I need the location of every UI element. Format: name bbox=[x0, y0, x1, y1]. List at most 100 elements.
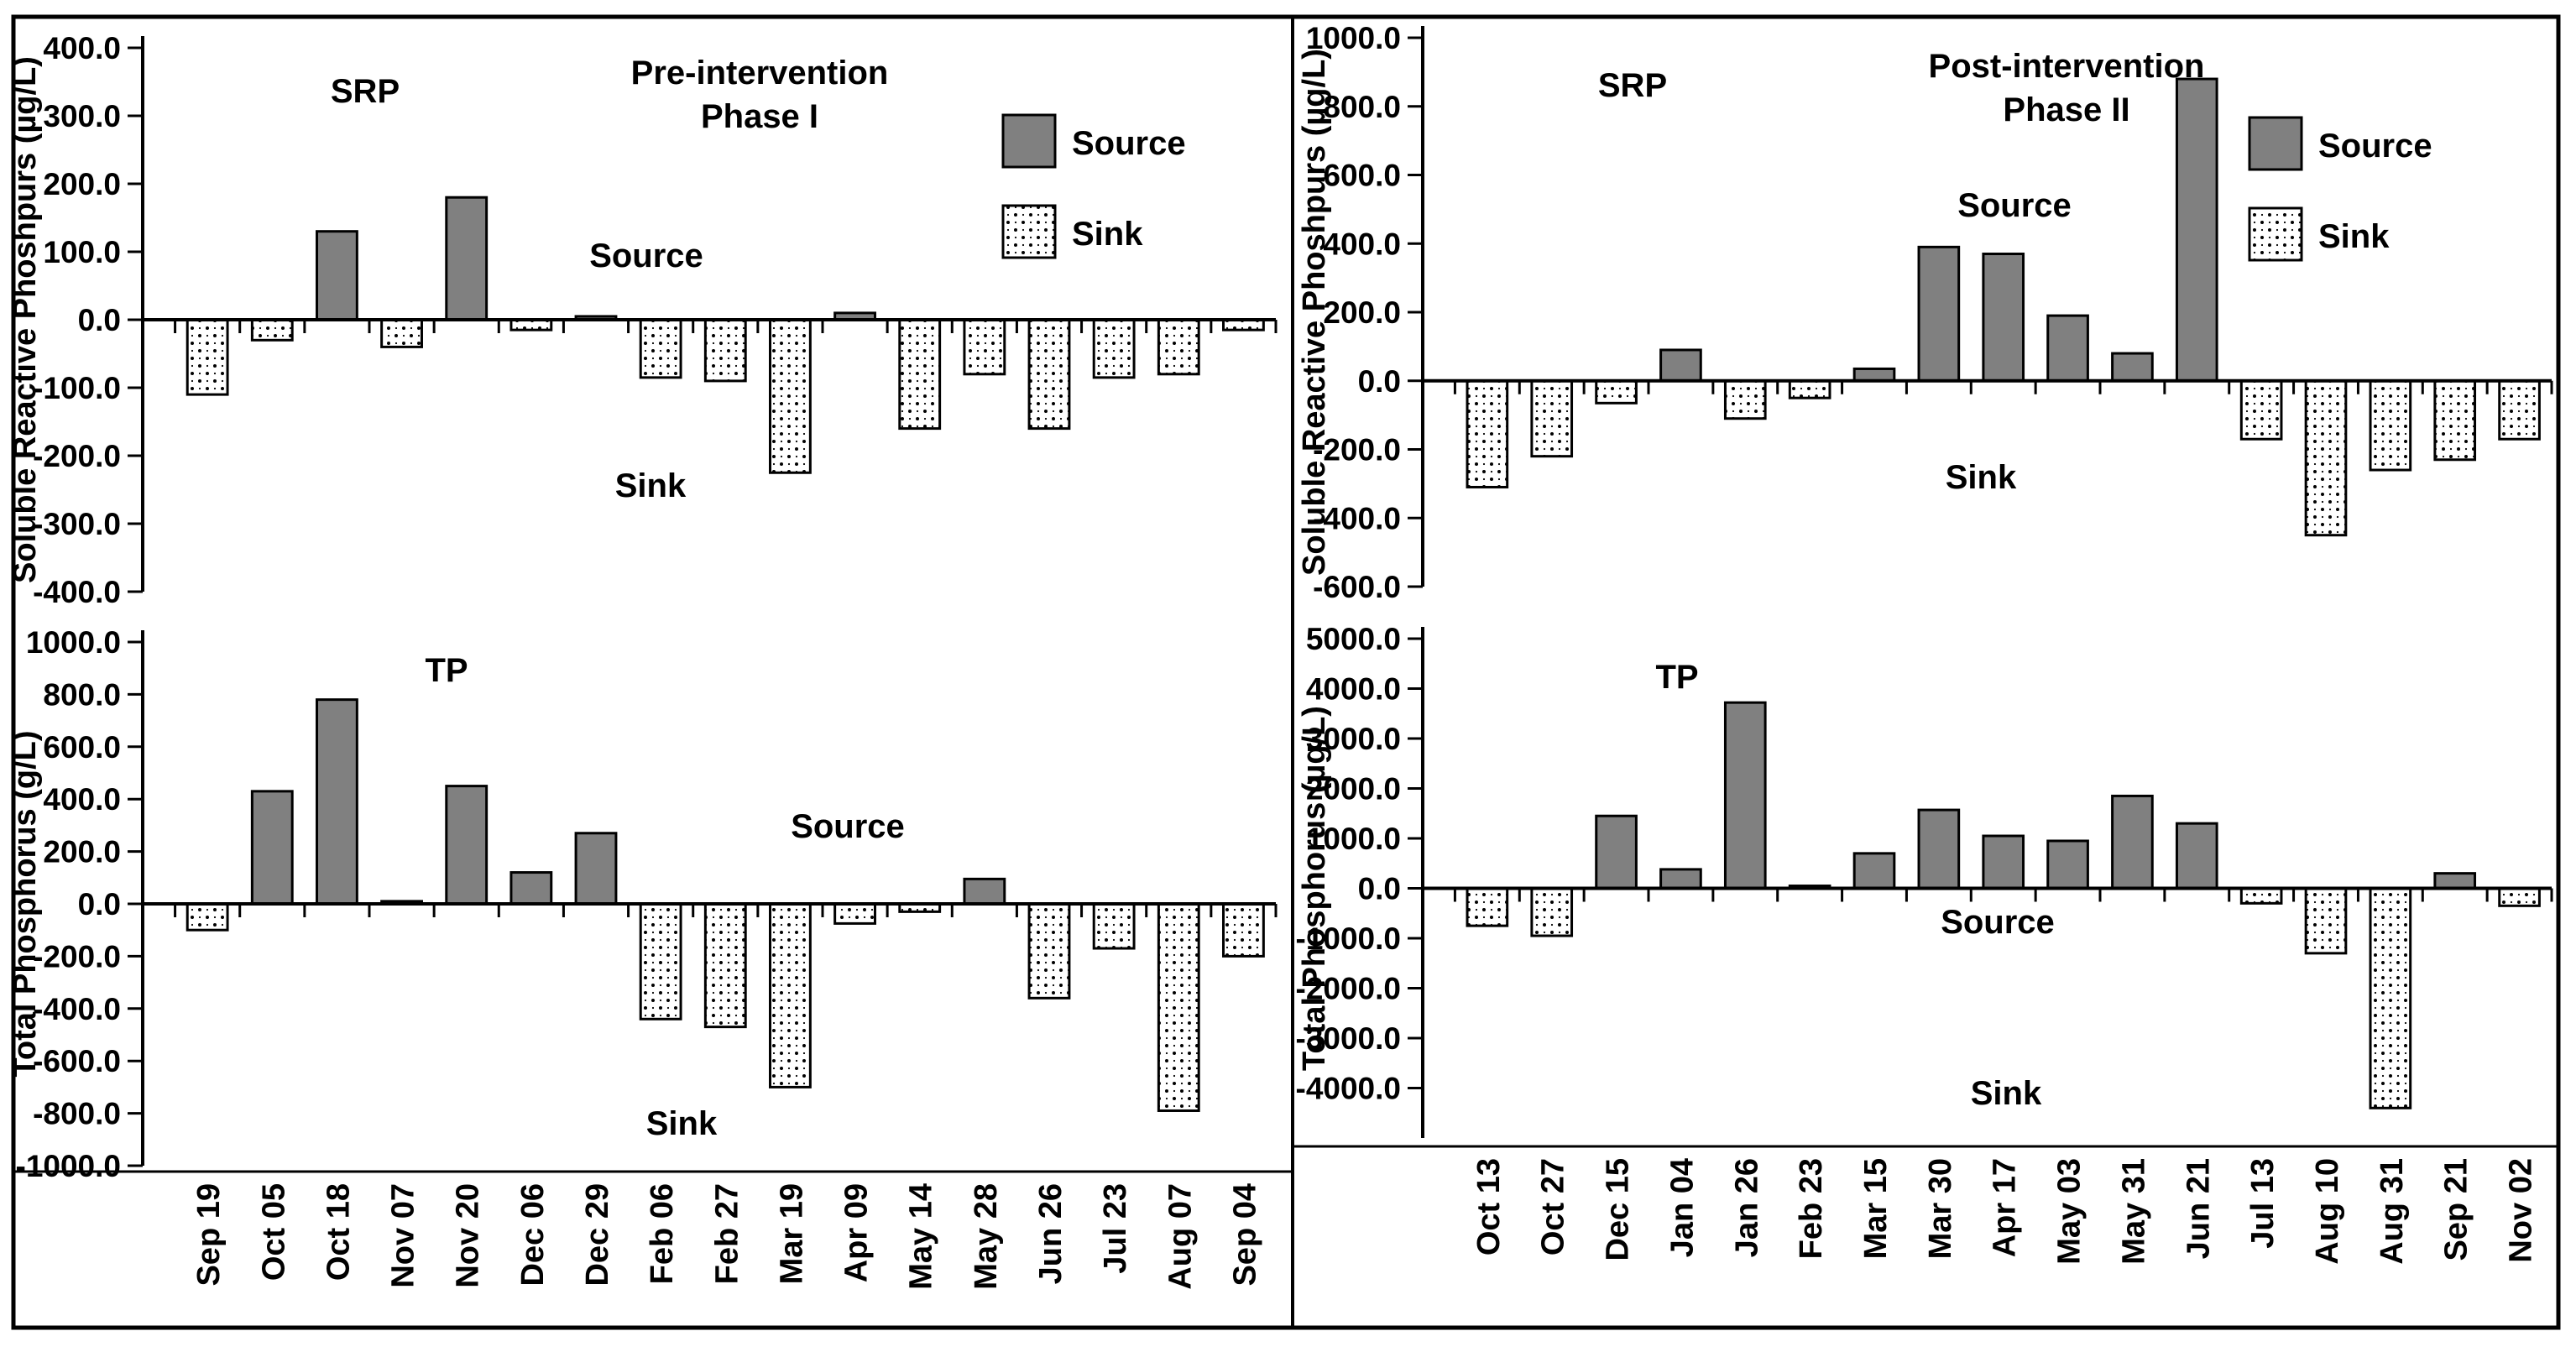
y-tick-label: -1000.0 bbox=[16, 1149, 122, 1183]
bar-sink bbox=[769, 902, 812, 1088]
x-date-label: Sep 19 bbox=[191, 1183, 227, 1287]
legend-sink-label: Sink bbox=[1072, 216, 1143, 253]
x-date-label: Mar 30 bbox=[1923, 1158, 1958, 1259]
legend-sink-label: Sink bbox=[2318, 218, 2390, 255]
bar-sink bbox=[639, 902, 682, 1021]
y-tick-label: -600.0 bbox=[33, 1044, 121, 1078]
y-tick-label: 5000.0 bbox=[1306, 622, 1401, 656]
bar-sink bbox=[185, 318, 229, 396]
x-date-label: Sep 21 bbox=[2439, 1158, 2474, 1261]
panel-bottom-right: 5000.0 4000.0 3000.0 2000.0 1000.0 0.0 -1000.0… bbox=[1296, 622, 2553, 1265]
sink-annotation: Sink bbox=[1946, 459, 2017, 496]
panel-tag: SRP bbox=[1598, 67, 1667, 104]
panel-tag: SRP bbox=[331, 73, 400, 110]
x-date-label: Oct 05 bbox=[256, 1183, 291, 1281]
bar-source bbox=[2111, 794, 2154, 890]
bar-sink bbox=[1157, 902, 1200, 1112]
bar-sink bbox=[250, 318, 294, 342]
x-date-label: Dec 29 bbox=[580, 1183, 615, 1287]
bar-sink bbox=[1092, 902, 1136, 950]
y-tick-label: 1000.0 bbox=[1306, 822, 1401, 856]
bar-source bbox=[1917, 808, 1961, 890]
y-tick-label: 200.0 bbox=[1323, 295, 1401, 330]
y-axis-title: Total Phosphorus (µg/L) bbox=[1297, 706, 1332, 1071]
legend-source-swatch bbox=[1001, 113, 1057, 169]
panel-top-right: 1000.0 800.0 600.0 400.0 200.0 0.0 -200.0 -400.… bbox=[1297, 21, 2553, 604]
legend-source-label: Source bbox=[2318, 128, 2432, 164]
bar-sink bbox=[1466, 887, 1509, 927]
x-date-label: Oct 18 bbox=[321, 1183, 356, 1281]
bar-sink bbox=[2369, 887, 2412, 1109]
bar-source bbox=[2175, 822, 2218, 890]
bar-source bbox=[316, 698, 358, 906]
bar-source bbox=[250, 790, 294, 906]
y-tick-label: -1000.0 bbox=[1296, 921, 1402, 956]
bar-source bbox=[1852, 367, 1896, 383]
source-annotation: Source bbox=[589, 238, 703, 274]
panel-tag: TP bbox=[1655, 659, 1698, 696]
y-tick-label: 1000.0 bbox=[1306, 21, 1401, 55]
y-tick-label: -400.0 bbox=[33, 575, 121, 609]
x-date-label: Jul 13 bbox=[2245, 1158, 2281, 1249]
x-date-label: May 03 bbox=[2052, 1158, 2087, 1265]
y-tick-label: 400.0 bbox=[1323, 227, 1401, 261]
panel-title-line2: Phase II bbox=[2003, 91, 2129, 128]
bar-source bbox=[1595, 814, 1638, 890]
bar-source bbox=[574, 832, 618, 906]
y-tick-label: 800.0 bbox=[43, 677, 121, 712]
bar-source bbox=[1982, 253, 2025, 383]
bar-sink bbox=[185, 902, 229, 932]
y-tick-label: -600.0 bbox=[1313, 570, 1401, 604]
x-date-label: Jul 23 bbox=[1098, 1183, 1133, 1274]
figure-border bbox=[11, 14, 2561, 1330]
x-date-label: Jun 21 bbox=[2181, 1158, 2216, 1259]
bar-sink bbox=[2239, 379, 2283, 441]
bar-sink bbox=[1222, 902, 1265, 958]
x-date-label: Apr 09 bbox=[839, 1183, 875, 1282]
x-date-label: Nov 02 bbox=[2504, 1158, 2539, 1263]
bar-source bbox=[2046, 839, 2089, 890]
bar-sink bbox=[2304, 379, 2348, 537]
source-annotation: Source bbox=[1941, 904, 2055, 941]
y-tick-label: 0.0 bbox=[1358, 872, 1401, 906]
x-date-label: Oct 27 bbox=[1536, 1158, 1571, 1255]
y-tick-label: 1000.0 bbox=[26, 625, 121, 660]
bar-sink bbox=[639, 318, 682, 379]
bar-sink bbox=[703, 318, 747, 383]
x-date-label: May 31 bbox=[2116, 1158, 2151, 1265]
panel-title-line1: Pre-intervention bbox=[631, 55, 889, 91]
y-tick-label: 400.0 bbox=[43, 31, 121, 65]
sink-annotation: Sink bbox=[646, 1105, 718, 1142]
y-tick-label: -2000.0 bbox=[1296, 972, 1402, 1006]
y-tick-label: -200.0 bbox=[33, 939, 121, 974]
y-tick-label: -3000.0 bbox=[1296, 1021, 1402, 1056]
y-tick-label: -800.0 bbox=[33, 1097, 121, 1131]
panel-title-line1: Post-intervention bbox=[1929, 48, 2205, 85]
bar-sink bbox=[1530, 379, 1574, 458]
y-tick-label: -300.0 bbox=[33, 507, 121, 541]
y-tick-label: 200.0 bbox=[43, 167, 121, 201]
bar-source bbox=[1723, 701, 1767, 890]
bar-sink bbox=[833, 902, 876, 925]
source-annotation: Source bbox=[791, 808, 905, 845]
y-tick-label: 0.0 bbox=[78, 887, 121, 921]
y-tick-label: 100.0 bbox=[43, 235, 121, 269]
x-date-label: Jan 26 bbox=[1729, 1158, 1764, 1257]
x-date-label: Oct 13 bbox=[1471, 1158, 1507, 1255]
bar-sink bbox=[1027, 318, 1071, 431]
bar-sink bbox=[2433, 379, 2477, 462]
y-tick-label: 0.0 bbox=[78, 303, 121, 337]
x-date-label: Jan 04 bbox=[1664, 1158, 1700, 1257]
bar-sink bbox=[703, 902, 747, 1029]
y-axis-title: Soluble Reactive Phoshpurs (µg/L) bbox=[1297, 49, 1332, 576]
x-date-label: Jun 26 bbox=[1033, 1183, 1069, 1284]
bar-sink bbox=[1595, 379, 1638, 405]
bar-source bbox=[1917, 245, 1961, 383]
y-tick-label: -200.0 bbox=[33, 439, 121, 473]
bar-source bbox=[2111, 352, 2154, 383]
sink-annotation: Sink bbox=[1971, 1075, 2042, 1112]
sink-annotation: Sink bbox=[615, 467, 687, 504]
panel-tag: TP bbox=[425, 652, 468, 689]
x-date-label: May 28 bbox=[969, 1183, 1004, 1290]
bar-sink bbox=[2304, 887, 2348, 955]
